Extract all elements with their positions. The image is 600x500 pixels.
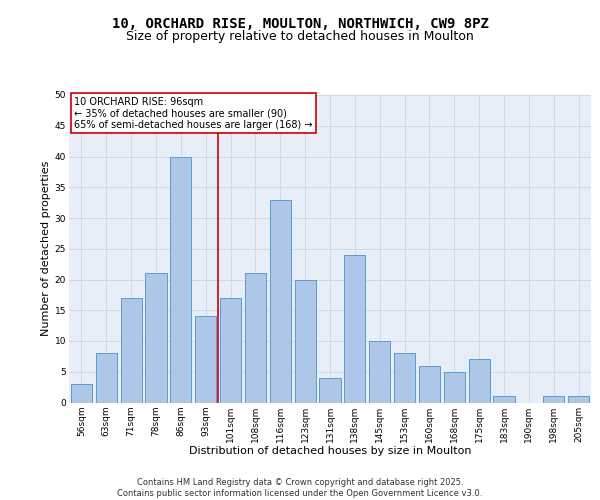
Bar xyxy=(369,341,390,402)
Bar xyxy=(543,396,564,402)
Bar xyxy=(568,396,589,402)
Text: Contains HM Land Registry data © Crown copyright and database right 2025.
Contai: Contains HM Land Registry data © Crown c… xyxy=(118,478,482,498)
Bar xyxy=(319,378,341,402)
Bar xyxy=(170,156,191,402)
Bar xyxy=(220,298,241,403)
Bar xyxy=(344,255,365,402)
Bar xyxy=(96,354,117,403)
Bar xyxy=(419,366,440,403)
Bar xyxy=(469,360,490,403)
Bar xyxy=(493,396,515,402)
Y-axis label: Number of detached properties: Number of detached properties xyxy=(41,161,50,336)
Bar xyxy=(394,354,415,403)
Bar xyxy=(121,298,142,403)
Text: 10, ORCHARD RISE, MOULTON, NORTHWICH, CW9 8PZ: 10, ORCHARD RISE, MOULTON, NORTHWICH, CW… xyxy=(112,18,488,32)
Bar xyxy=(195,316,216,402)
Text: Size of property relative to detached houses in Moulton: Size of property relative to detached ho… xyxy=(126,30,474,43)
Text: 10 ORCHARD RISE: 96sqm
← 35% of detached houses are smaller (90)
65% of semi-det: 10 ORCHARD RISE: 96sqm ← 35% of detached… xyxy=(74,96,313,130)
Bar xyxy=(444,372,465,402)
X-axis label: Distribution of detached houses by size in Moulton: Distribution of detached houses by size … xyxy=(189,446,471,456)
Bar xyxy=(71,384,92,402)
Bar xyxy=(270,200,291,402)
Bar xyxy=(245,274,266,402)
Bar xyxy=(145,274,167,402)
Bar xyxy=(295,280,316,402)
